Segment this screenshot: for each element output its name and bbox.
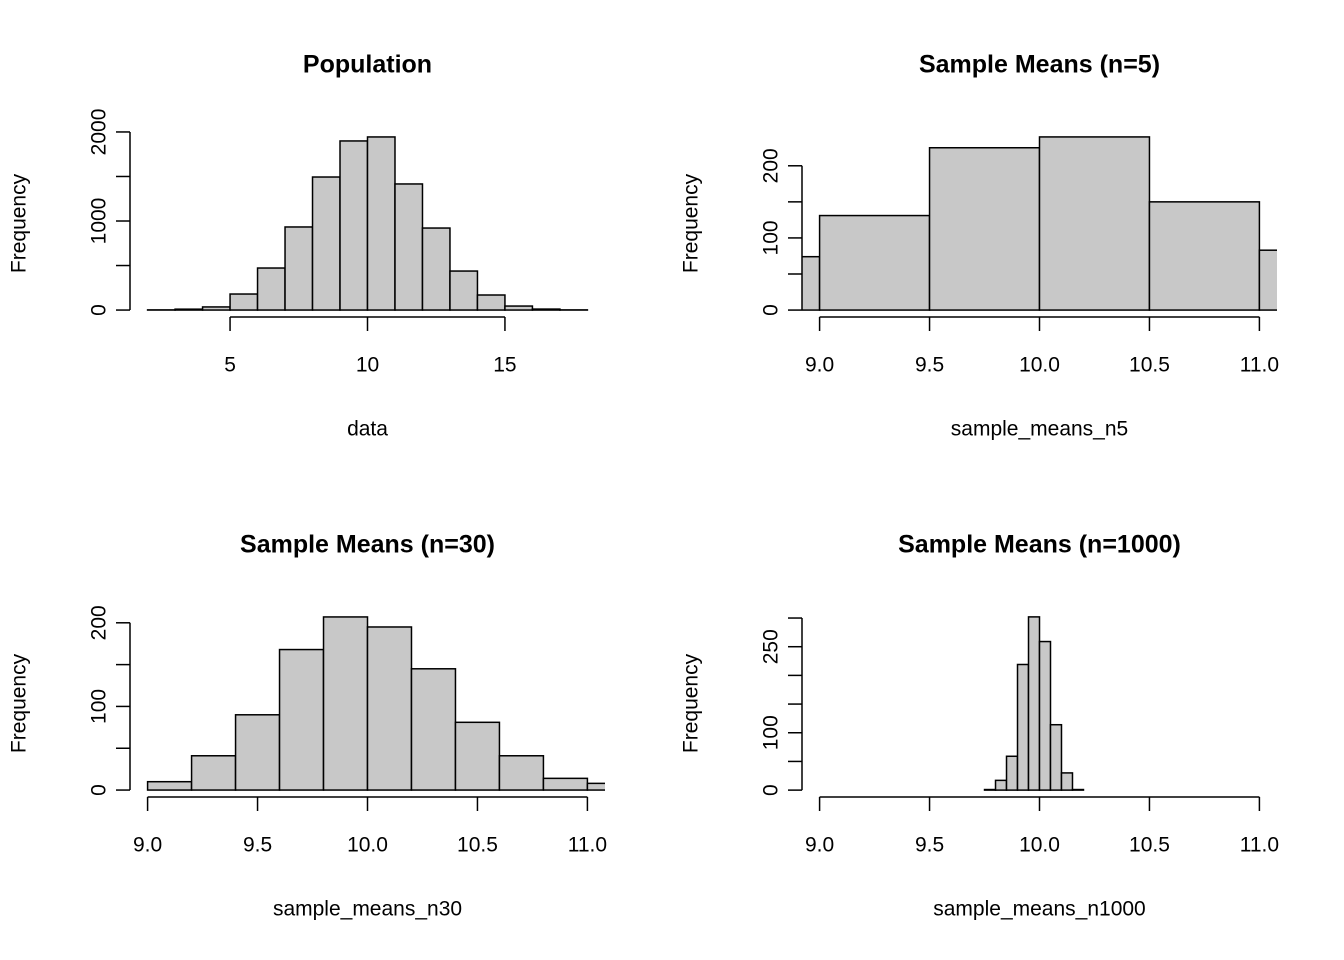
- panel: Sample Means (n=30) sample_means_n30 Frequ…: [8, 531, 608, 921]
- bars: [146, 136, 589, 311]
- y-tick-label: 0: [88, 784, 111, 796]
- y-tick-label: 1000: [88, 198, 111, 245]
- x-axis-label: sample_means_n1000: [933, 898, 1145, 921]
- y-tick-label: 0: [760, 304, 783, 316]
- y-axis-label: Frequency: [680, 653, 703, 753]
- x-tick-label: 9.0: [133, 834, 162, 857]
- chart-title: Sample Means (n=1000): [898, 531, 1181, 559]
- bar: [1071, 788, 1085, 791]
- bar: [256, 267, 286, 311]
- bars: [802, 136, 1277, 311]
- x-tick-label: 10.0: [1019, 834, 1060, 857]
- bar: [542, 777, 589, 791]
- bar: [410, 668, 457, 791]
- x-tick-label: 9.5: [915, 354, 944, 377]
- bar: [366, 626, 413, 791]
- bar: [994, 779, 1008, 791]
- bar: [311, 176, 341, 311]
- bar: [394, 183, 424, 311]
- x-tick-label: 10.5: [457, 834, 498, 857]
- bar: [421, 227, 451, 311]
- bar: [1258, 249, 1277, 311]
- bar: [449, 270, 479, 311]
- bar: [802, 255, 821, 311]
- x-tick-label: 9.5: [915, 834, 944, 857]
- x-tick-label: 9.0: [805, 354, 834, 377]
- bar: [586, 782, 605, 791]
- x-axis-label: sample_means_n30: [273, 898, 462, 921]
- x-tick-label: 5: [224, 354, 236, 377]
- bar: [339, 140, 369, 311]
- bar: [366, 136, 396, 311]
- bar: [928, 146, 1041, 311]
- y-tick-label: 200: [88, 605, 111, 640]
- y-axis-label: Frequency: [8, 653, 31, 753]
- panel: Sample Means (n=5) sample_means_n5 Frequen…: [680, 51, 1280, 441]
- x-tick-label: 10.5: [1129, 354, 1170, 377]
- bar: [190, 755, 237, 791]
- x-tick-label: 10: [356, 354, 379, 377]
- y-tick-label: 100: [760, 715, 783, 750]
- bar: [1038, 640, 1052, 791]
- y-tick-label: 0: [760, 784, 783, 796]
- chart-title: Sample Means (n=30): [240, 531, 495, 559]
- y-tick-label: 200: [760, 148, 783, 183]
- bar: [284, 226, 314, 311]
- y-tick-label: 100: [760, 220, 783, 255]
- bar: [201, 306, 231, 311]
- bar: [476, 294, 506, 311]
- chart-title: Population: [303, 51, 432, 79]
- y-axis-label: Frequency: [8, 173, 31, 273]
- bar: [229, 293, 259, 311]
- bars: [983, 616, 1085, 791]
- y-tick-label: 0: [88, 304, 111, 316]
- bar: [146, 780, 193, 791]
- bar: [1038, 136, 1151, 311]
- bar: [234, 714, 281, 791]
- x-tick-label: 10.0: [347, 834, 388, 857]
- bar: [504, 305, 534, 311]
- x-tick-label: 11.0: [1240, 834, 1279, 857]
- bar: [1148, 201, 1261, 311]
- bar: [322, 616, 369, 791]
- x-tick-label: 10.0: [1019, 354, 1060, 377]
- panel: Population data Frequency 5 10 15 0 1000 2000: [8, 51, 589, 441]
- bar: [1005, 755, 1019, 791]
- bars: [146, 616, 605, 791]
- y-tick-label: 250: [760, 629, 783, 664]
- x-tick-label: 9.5: [243, 834, 272, 857]
- bar: [983, 788, 997, 791]
- bar: [278, 648, 325, 791]
- y-tick-label: 2000: [88, 109, 111, 156]
- x-tick-label: 10.5: [1129, 834, 1170, 857]
- y-tick-label: 100: [88, 689, 111, 724]
- bar: [531, 308, 561, 311]
- bar: [454, 721, 501, 791]
- x-tick-label: 11.0: [568, 834, 607, 857]
- x-tick-label: 11.0: [1240, 354, 1279, 377]
- bar: [1060, 772, 1074, 791]
- x-tick-label: 9.0: [805, 834, 834, 857]
- x-axis-label: data: [347, 418, 388, 441]
- bar: [1027, 616, 1041, 791]
- bar: [1049, 723, 1063, 791]
- x-axis-label: sample_means_n5: [951, 418, 1128, 441]
- bar: [498, 755, 545, 791]
- bar: [818, 214, 931, 311]
- chart-title: Sample Means (n=5): [919, 51, 1160, 79]
- panel: Sample Means (n=1000) sample_means_n1000 F…: [680, 531, 1280, 921]
- bar: [1016, 663, 1030, 791]
- x-tick-label: 15: [493, 354, 516, 377]
- bar: [174, 308, 204, 311]
- y-axis-label: Frequency: [680, 173, 703, 273]
